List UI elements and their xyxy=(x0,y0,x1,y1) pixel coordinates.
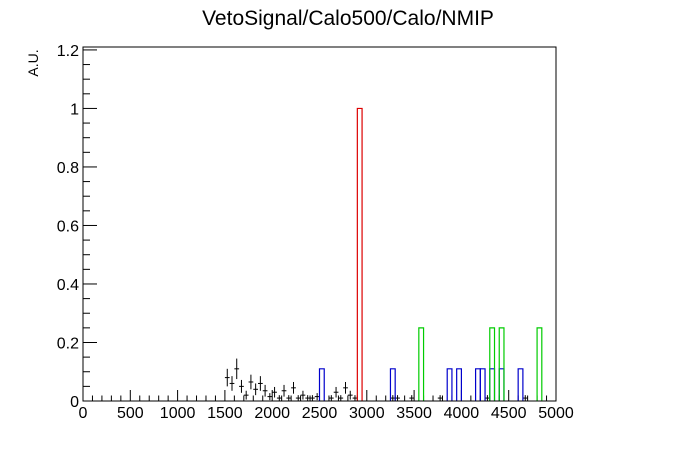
y-axis-ticks: 0 0.2 0.4 0.6 0.8 1 1.2 xyxy=(57,43,97,411)
histogram-bin xyxy=(498,368,505,401)
x-tick-label: 2000 xyxy=(254,405,290,422)
data-point xyxy=(409,395,415,401)
data-point xyxy=(262,384,268,397)
data-point xyxy=(248,374,254,390)
histogram-bin xyxy=(536,327,543,401)
histogram-bin xyxy=(479,368,486,401)
histogram-bin xyxy=(456,368,462,401)
x-axis-ticks: 0 500 1000 1500 2000 2500 3000 3500 4000 4500 5000 xyxy=(79,390,574,422)
histogram-bin xyxy=(418,327,425,401)
data-point xyxy=(243,390,249,400)
x-tick-label: 1000 xyxy=(160,405,196,422)
data-point xyxy=(224,368,230,387)
data-point xyxy=(300,390,306,400)
histogram-bin xyxy=(356,107,363,401)
chart-title: VetoSignal/Calo500/Calo/NMIP xyxy=(202,7,494,30)
histogram-bin xyxy=(489,368,496,401)
data-point xyxy=(234,358,240,380)
data-point xyxy=(333,386,339,398)
data-point xyxy=(485,395,490,401)
x-tick-label: 3500 xyxy=(396,405,432,422)
data-point xyxy=(310,395,315,401)
data-point xyxy=(395,395,400,401)
y-tick-label: 1.2 xyxy=(57,43,79,60)
data-point xyxy=(272,386,277,398)
data-point xyxy=(295,395,301,401)
data-point xyxy=(239,379,244,393)
data-point xyxy=(229,376,235,391)
x-tick-label: 500 xyxy=(117,405,144,422)
data-point xyxy=(281,384,287,397)
y-tick-label: 0 xyxy=(70,394,79,411)
histogram-bin xyxy=(474,368,481,401)
data-point xyxy=(253,383,259,396)
series-layer xyxy=(224,107,543,401)
y-tick-label: 0.2 xyxy=(57,335,79,352)
data-point xyxy=(286,395,292,401)
x-tick-label: 2500 xyxy=(302,405,338,422)
data-point xyxy=(390,395,396,401)
data-point xyxy=(328,395,334,401)
data-point xyxy=(314,393,320,401)
y-axis-label: A.U. xyxy=(25,49,41,76)
data-point xyxy=(258,376,263,391)
x-tick-label: 3000 xyxy=(349,405,385,422)
data-point xyxy=(347,390,353,400)
y-tick-label: 1 xyxy=(70,101,79,118)
data-point xyxy=(267,393,273,401)
histogram-bin xyxy=(318,368,325,401)
data-point xyxy=(291,381,296,394)
data-point xyxy=(305,395,311,401)
x-tick-label: 5000 xyxy=(538,405,574,422)
data-point xyxy=(338,395,344,401)
histogram-bin xyxy=(389,368,396,401)
data-point xyxy=(343,381,348,394)
histogram-bin xyxy=(517,368,524,401)
y-tick-label: 0.8 xyxy=(57,160,79,177)
x-tick-label: 4000 xyxy=(444,405,480,422)
histogram-bin xyxy=(446,368,453,401)
y-tick-label: 0.6 xyxy=(57,218,79,235)
histogram-bin xyxy=(498,327,505,401)
y-tick-label: 0.4 xyxy=(57,277,79,294)
histogram-bin xyxy=(489,327,496,401)
plot-frame xyxy=(82,46,557,402)
x-tick-label: 1500 xyxy=(207,405,243,422)
x-tick-label: 0 xyxy=(79,405,88,422)
data-point xyxy=(276,395,282,401)
data-point xyxy=(437,395,443,401)
data-point xyxy=(352,395,358,401)
x-tick-label: 4500 xyxy=(491,405,527,422)
data-point xyxy=(522,395,528,401)
